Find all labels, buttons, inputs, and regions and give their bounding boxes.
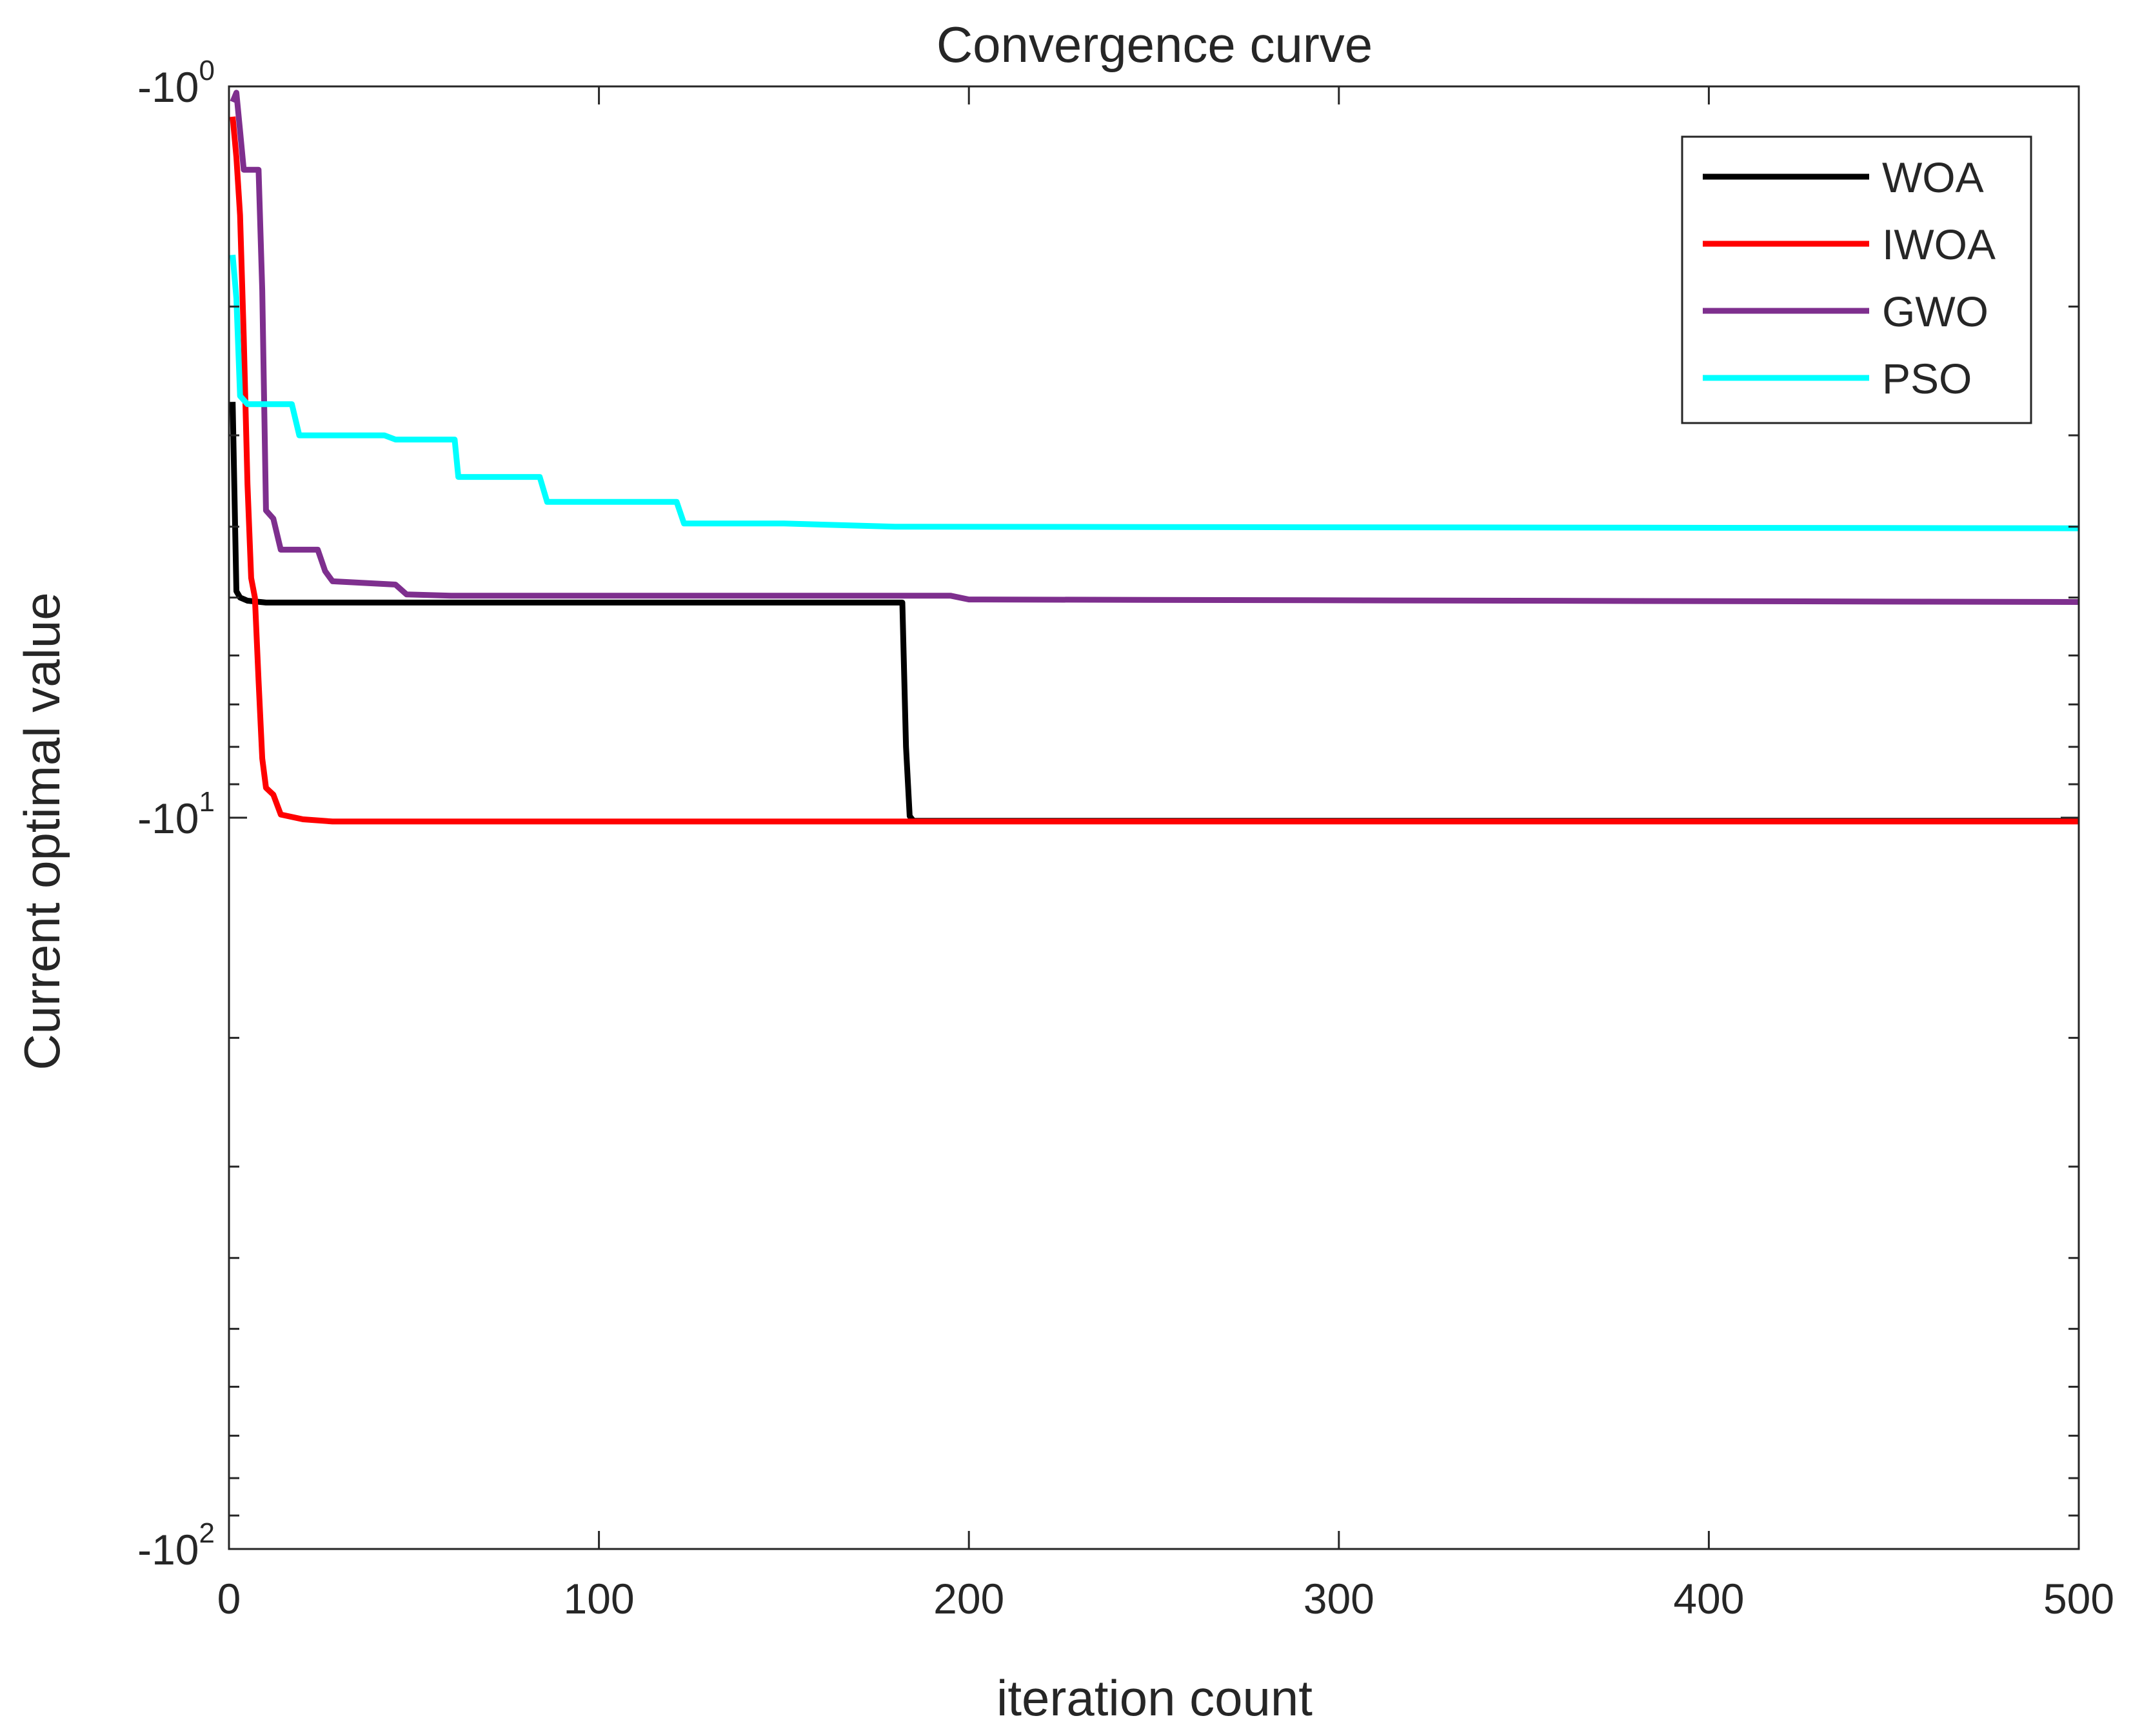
x-tick-label: 500 <box>2043 1575 2114 1623</box>
x-axis-label: iteration count <box>997 1670 1313 1726</box>
series-line-iwoa <box>230 116 2079 825</box>
legend-label-gwo: GWO <box>1882 288 1988 335</box>
x-tick-label: 400 <box>1673 1575 1744 1623</box>
y-tick-label: -100 <box>137 55 215 111</box>
axis-ticks: 0 100 200 300 400 500 -100 -101 -102 <box>137 55 2114 1623</box>
y-tick-label: -101 <box>137 786 215 842</box>
y-tick-label: -102 <box>137 1517 215 1573</box>
legend: WOA IWOA GWO PSO <box>1681 135 2032 424</box>
x-tick-label: 200 <box>933 1575 1004 1623</box>
legend-label-pso: PSO <box>1882 355 1972 402</box>
plot-area <box>228 85 2080 1550</box>
legend-label-woa: WOA <box>1882 153 1984 201</box>
x-tick-label: 300 <box>1304 1575 1374 1623</box>
chart-title: Convergence curve <box>937 16 1373 73</box>
series-line-pso <box>230 254 2079 531</box>
x-tick-label: 100 <box>564 1575 635 1623</box>
y-axis-label: Current optimal value <box>14 592 70 1070</box>
series-line-woa <box>230 402 2079 824</box>
series-line-gwo <box>230 90 2079 605</box>
legend-label-iwoa: IWOA <box>1882 221 1996 268</box>
x-tick-label: 0 <box>217 1575 241 1623</box>
